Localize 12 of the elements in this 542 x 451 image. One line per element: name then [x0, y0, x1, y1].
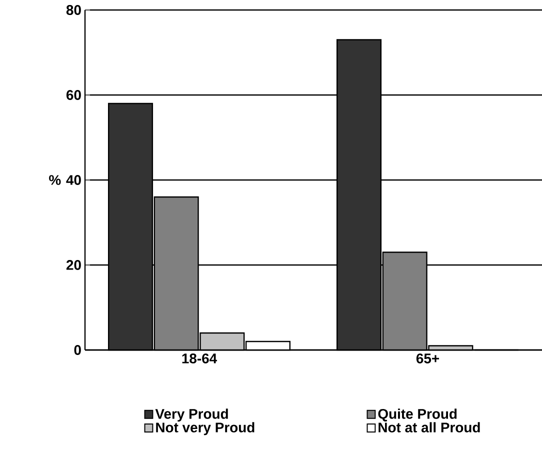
y-tick-label: 60 — [66, 90, 81, 100]
y-tick-label: 40 — [66, 175, 81, 185]
x-tick-label: 18-64 — [182, 354, 218, 364]
y-axis-title: % — [49, 175, 61, 185]
y-tick-label: 0 — [74, 345, 81, 355]
y-tick-label: 20 — [66, 260, 81, 270]
legend-label: Very Proud — [155, 408, 228, 422]
legend-label: Not very Proud — [156, 422, 254, 436]
legend-label: Not at all Proud — [378, 422, 480, 432]
x-tick-label: 65+ — [416, 354, 440, 364]
y-tick-label: 80 — [66, 5, 81, 15]
legend-label: Quite Proud — [378, 408, 457, 422]
